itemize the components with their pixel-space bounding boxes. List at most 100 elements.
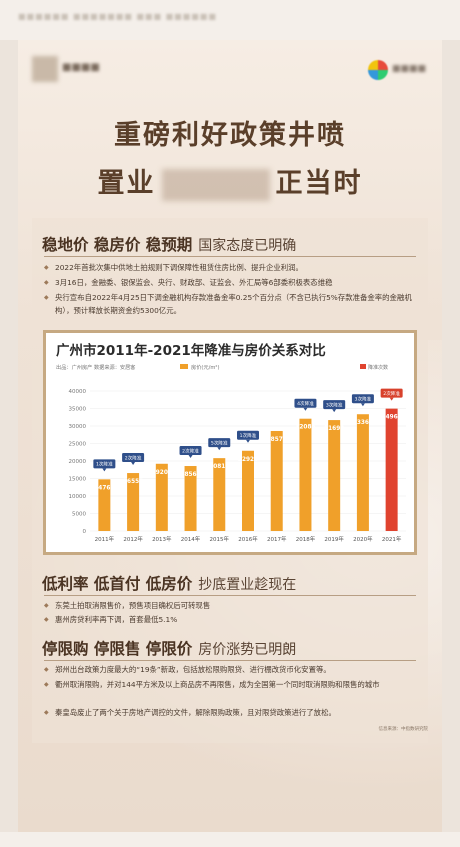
developer-logo: ■■■■ [32,56,102,82]
x-tick-label: 2014年 [181,535,201,543]
bar [356,414,369,531]
section1-bullet: ◆ 2022年首批次集中供地土拍规则下调保障性租赁住房比例、提升企业利润。 [44,262,426,275]
x-tick-label: 2016年 [238,535,258,543]
chart-grid: 0 5000 10000 15000 20000 25000 30000 35000 40000 [69,389,406,535]
logo-mark-icon [32,56,58,82]
rrr-badge-label: 1次降准 [240,432,257,439]
rrr-badge-label: 5次降准 [211,440,228,447]
headline-line2: 置业 正当时 [18,161,442,201]
data-label: 19208 [152,470,172,476]
section1-title: 稳地价 稳房价 稳预期 国家态度已明确 [42,233,296,255]
data-label: 33364 [353,420,373,426]
section2-title: 低利率 低首付 低房价 抄底置业趁现在 [42,572,296,594]
rrr-badge-pointer [303,407,308,411]
chart-bars: 14762 2011年 1次降准 16555 2012年 2次降准 19208 2013年 18… [93,388,403,543]
x-tick-label: 2012年 [123,535,143,543]
x-tick-label: 2020年 [353,535,373,543]
rrr-badge-pointer [389,397,394,401]
bullet-diamond-icon: ◆ [44,616,49,623]
rrr-badge-label: 2次降准 [125,454,142,461]
rrr-badge-pointer [131,462,136,466]
rrr-badge-label: 2次降准 [383,390,400,397]
x-tick-label: 2017年 [267,535,287,543]
section1-bullet: ◆ 央行宣布自2022年4月25日下调金融机构存款准备金率0.25个百分点（不含已… [44,293,412,315]
bar [299,418,312,531]
bar [242,450,254,531]
section3-bullet: ◆ 衢州取消限购，并对144平方米及以上商品房不再限售，成为全国第一个同时取消限购… [44,679,426,692]
bar [213,458,226,531]
bar [98,479,111,531]
section3-title: 停限购 停限售 停限价 房价涨势已明朗 [42,637,296,659]
legend-price-label: 房价(元/m²) [191,363,220,371]
x-tick-label: 2019年 [324,535,344,543]
rrr-badge-pointer [102,468,107,472]
y-tick-label: 40000 [69,389,87,395]
rrr-badge [380,388,403,398]
browser-bottom-bar [0,832,460,847]
bar [270,430,283,531]
data-label: 34962 [382,415,402,421]
rrr-badge [208,438,231,448]
partner-logo-text-blurred: ■■■■ [392,64,427,74]
y-tick-label: 35000 [69,407,87,413]
data-label: 20816 [209,464,229,470]
data-label: 28578 [267,437,287,443]
rrr-badge [93,459,116,469]
bar [385,408,398,531]
data-label: 22926 [238,457,258,463]
poster: ■■■■ ■■■■ 重磅利好政策井喷 置业 正当时 稳地价 稳房价 稳预期 国家态度… [18,40,442,832]
rrr-badge-label: 4次降准 [297,400,314,407]
color-wheel-icon [368,60,388,80]
x-tick-label: 2015年 [210,535,230,543]
y-tick-label: 10000 [69,494,87,500]
rrr-badge-label: 1次降准 [96,461,113,468]
section3-heading: 停限购 停限售 停限价 [42,639,193,658]
bar [328,420,341,531]
bullet-diamond-icon: ◆ [44,279,49,286]
section2-heading: 低利率 低首付 低房价 [42,574,193,593]
price-rrr-chart: 广州市2011年-2021年降准与房价关系对比 出品：广州房产 数据来源：安居客… [43,330,417,555]
data-label: 16555 [123,479,143,485]
section1-bullet: ◆ 3月16日，金融委、银保监会、央行、财政部、证监会、外汇局等6部委积极表态维稳 [44,277,426,290]
rrr-badge [122,453,145,463]
source-note: 信息来源：中指数研究院 [378,727,429,732]
rrr-badge [237,430,259,440]
section2-bullet: ◆ 东莞土拍取消限售价，预售项目确权后可转现售 [44,600,426,613]
blurred-header-text: ■■■■■■ ■■■■■■■ ■■■ ■■■■■■ [18,12,217,21]
bullet-diamond-icon: ◆ [44,681,49,688]
section3-bullet: ◆ 秦皇岛废止了两个关于房地产调控的文件，解除限购政策，且对限贷政策进行了放松。 [44,707,426,720]
rrr-badge-pointer [188,455,193,459]
chart-canvas: 广州市2011年-2021年降准与房价关系对比 出品：广州房产 数据来源：安居客… [56,342,406,543]
rrr-badge-label: 3次降准 [355,396,372,403]
rrr-badge [351,394,374,404]
rrr-badge [179,446,202,456]
data-label: 14762 [94,485,114,491]
logo-text-blurred: ■■■■ [62,62,100,73]
section2-divider [44,595,416,596]
section1-divider [44,256,416,257]
data-label: 31692 [324,426,344,432]
x-tick-label: 2018年 [296,535,316,543]
bar [184,466,197,531]
rrr-badge [294,398,317,408]
headline-line1: 重磅利好政策井喷 [114,120,346,151]
headline-prefix: 置业 [97,168,156,199]
y-tick-label: 5000 [72,512,86,518]
data-label: 32088 [295,425,315,431]
blurred-project-name [161,168,270,201]
rrr-badge-pointer [360,403,365,407]
bullet-diamond-icon: ◆ [44,709,49,716]
rrr-badge-label: 3次降准 [326,401,343,408]
section2-subheading: 抄底置业趁现在 [198,577,297,593]
partner-logo: ■■■■ [368,58,432,82]
section1-heading: 稳地价 稳房价 稳预期 [42,235,193,254]
legend-price-swatch [180,364,188,369]
section2-bullet: ◆ 惠州房贷利率再下调，首套最低5.1% [44,614,426,627]
x-tick-label: 2013年 [152,535,172,543]
data-label: 18564 [180,472,200,478]
chart-meta: 出品：广州房产 数据来源：安居客 [56,363,135,371]
legend-cut-swatch [360,364,366,369]
browser-top-bar: ■■■■■■ ■■■■■■■ ■■■ ■■■■■■ [0,0,460,40]
x-tick-label: 2021年 [382,535,402,543]
y-tick-label: 15000 [69,477,87,483]
